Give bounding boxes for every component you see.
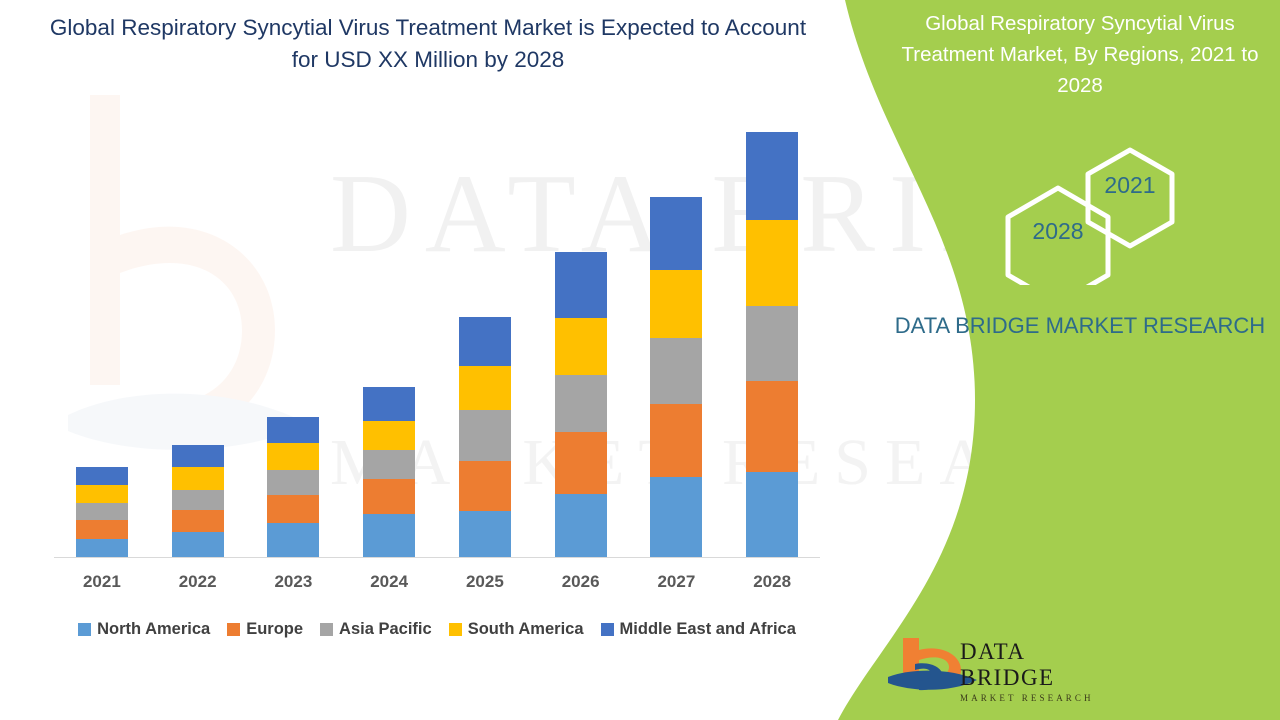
bar-segment — [267, 495, 320, 523]
hexagon-2028-label: 2028 — [1032, 218, 1084, 244]
bar-segment — [171, 466, 224, 490]
stacked-bar — [363, 386, 416, 557]
x-axis-label-2023: 2023 — [274, 572, 313, 591]
bar-segment — [363, 513, 416, 557]
bar-segment — [554, 494, 607, 557]
legend-swatch-icon — [320, 622, 334, 636]
bar-segment — [650, 197, 703, 271]
bar-column-2027 — [629, 100, 725, 557]
bar-segment — [171, 510, 224, 532]
bar-segment — [554, 375, 607, 433]
bar-segment — [650, 270, 703, 338]
x-axis-labels: 2021 2022 2023 2024 2025 2026 2027 2028 — [54, 572, 820, 600]
bar-segment — [746, 220, 799, 306]
stacked-bar — [746, 132, 799, 557]
bar-segment — [363, 449, 416, 480]
bar-segment — [75, 466, 128, 486]
bar-segment — [267, 416, 320, 443]
x-axis-label-2025: 2025 — [465, 572, 504, 591]
legend-item: South America — [448, 619, 584, 639]
legend-item: Asia Pacific — [320, 620, 432, 639]
data-bridge-logo-icon — [888, 638, 977, 691]
bar-segment — [171, 445, 224, 467]
x-axis-label-2028: 2028 — [753, 572, 792, 591]
bar-segment — [650, 403, 703, 478]
legend-label: North America — [97, 619, 211, 638]
bar-segment — [75, 538, 128, 557]
bar-segment — [171, 531, 224, 557]
bar-segment — [746, 305, 799, 382]
bar-segment — [75, 485, 128, 504]
bar-column-2024 — [341, 100, 437, 557]
bar-column-2022 — [150, 100, 246, 557]
bar-segment — [458, 511, 511, 557]
legend-label: South America — [467, 619, 584, 638]
x-axis-label-2022: 2022 — [178, 572, 217, 591]
bar-column-2021 — [54, 100, 150, 557]
right-panel: Global Respiratory Syncytial Virus Treat… — [880, 0, 1280, 720]
x-axis-label-2024: 2024 — [370, 572, 409, 591]
bar-segment — [650, 477, 703, 557]
bar-segment — [363, 421, 416, 450]
legend-label: Asia Pacific — [339, 619, 432, 638]
legend-item: Europe — [227, 620, 303, 639]
bar-segment — [554, 432, 607, 495]
stacked-bar — [171, 445, 224, 557]
logo-text-block: DATA BRIDGE MARKET RESEARCH — [960, 639, 1110, 703]
bar-segment — [746, 132, 799, 220]
legend-swatch-icon — [448, 622, 462, 636]
bar-segment — [363, 479, 416, 514]
bar-segment — [75, 503, 128, 521]
bar-segment — [458, 366, 511, 410]
stacked-bar — [267, 416, 320, 557]
bar-segment — [746, 472, 799, 557]
x-axis-label-2027: 2027 — [657, 572, 696, 591]
x-axis-label-2026: 2026 — [561, 572, 600, 591]
x-axis-label-2021: 2021 — [82, 572, 121, 591]
bar-column-2023 — [246, 100, 342, 557]
hexagon-2021-label: 2021 — [1104, 172, 1156, 198]
stacked-bar — [458, 317, 511, 557]
chart-title: Global Respiratory Syncytial Virus Treat… — [49, 15, 807, 72]
legend-item: North America — [78, 620, 210, 639]
legend-swatch-icon — [227, 622, 241, 636]
panel-brand-text: DATA BRIDGE MARKET RESEARCH — [894, 313, 1266, 338]
legend-label: Europe — [246, 619, 304, 638]
legend-swatch-icon — [78, 622, 92, 636]
legend-item: Middle East and Africa — [600, 619, 796, 639]
stacked-bar — [75, 466, 128, 557]
bar-segment — [458, 409, 511, 462]
bar-segment — [650, 337, 703, 404]
bar-segment — [746, 381, 799, 473]
hexagon-icons — [1005, 147, 1175, 307]
stacked-bar-chart — [54, 100, 820, 557]
bar-segment — [554, 251, 607, 319]
stacked-bar — [650, 197, 703, 557]
legend-swatch-icon — [600, 622, 614, 636]
bar-segment — [75, 520, 128, 539]
bar-segment — [458, 461, 511, 512]
bar-segment — [363, 386, 416, 422]
bar-segment — [267, 470, 320, 496]
bar-column-2028 — [724, 100, 820, 557]
bar-column-2026 — [533, 100, 629, 557]
panel-title: Global Respiratory Syncytial Virus Treat… — [901, 12, 1259, 97]
bar-segment — [458, 317, 511, 367]
stacked-bar — [554, 251, 607, 557]
logo-title: DATA BRIDGE — [960, 639, 1055, 690]
legend-label: Middle East and Africa — [619, 619, 796, 638]
x-axis-line — [54, 557, 820, 558]
chart-legend: North America Europe Asia Pacific South Ame… — [54, 616, 820, 642]
bar-segment — [267, 442, 320, 471]
hexagon-2021-icon — [1085, 147, 1175, 249]
bar-segment — [554, 318, 607, 376]
bar-column-2025 — [437, 100, 533, 557]
bar-segment — [267, 522, 320, 557]
hexagon-group — [880, 145, 1280, 307]
bar-segment — [171, 489, 224, 511]
logo-subtitle: MARKET RESEARCH — [960, 693, 1094, 703]
